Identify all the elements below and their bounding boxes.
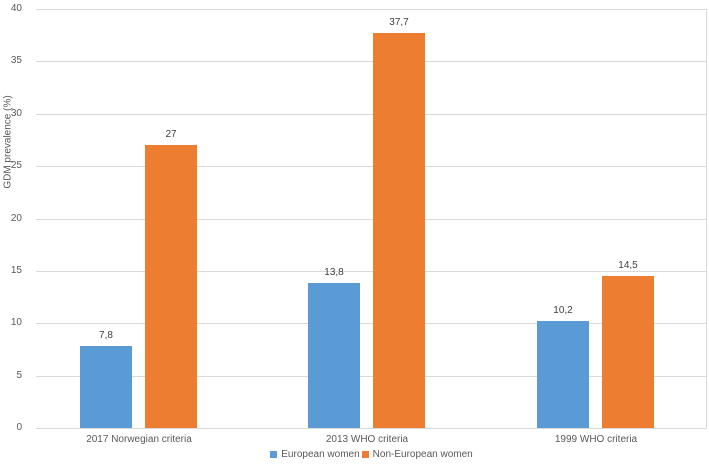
bar-value-label: 10,2 (553, 305, 573, 316)
y-tick-label: 10 (10, 317, 22, 328)
y-tick-label: 15 (10, 265, 22, 276)
category-label: 2017 Norwegian criteria (86, 434, 192, 445)
gridline (36, 376, 706, 377)
bar-series2 (602, 276, 654, 428)
y-tick-label: 25 (10, 160, 22, 171)
legend: European women Non-European women (36, 449, 707, 460)
bar-series2 (373, 33, 425, 428)
gridline (36, 61, 706, 62)
gridline (36, 323, 706, 324)
legend-item: Non-European women (361, 449, 473, 460)
bar-value-label: 37,7 (389, 17, 409, 28)
bar-value-label: 7,8 (99, 330, 113, 341)
legend-item: European women (270, 449, 360, 460)
y-tick-label: 40 (10, 3, 22, 14)
bar-series2 (145, 145, 197, 428)
category-label: 1999 WHO criteria (554, 434, 638, 445)
bar-value-label: 14,5 (618, 260, 638, 271)
bar-series1 (308, 283, 360, 428)
legend-label: European women (281, 449, 360, 460)
gridline (36, 428, 706, 429)
bar-value-label: 27 (165, 129, 177, 140)
y-tick-label: 5 (16, 370, 22, 381)
y-tick-label: 20 (10, 213, 22, 224)
y-tick-label: 35 (10, 55, 22, 66)
category-label: 2013 WHO criteria (325, 434, 409, 445)
legend-label: Non-European women (372, 449, 473, 460)
bar-value-label: 13,8 (324, 267, 344, 278)
bar-series1 (80, 346, 132, 428)
y-tick-label: 30 (10, 108, 22, 119)
y-tick-label: 0 (16, 422, 22, 433)
plot-right-border (706, 9, 707, 428)
legend-swatch-icon (270, 451, 278, 458)
gridline (36, 271, 706, 272)
legend-swatch-icon (361, 451, 369, 458)
bar-series1 (537, 321, 589, 428)
gridline (36, 166, 706, 167)
gridline (36, 114, 706, 115)
gridline (36, 219, 706, 220)
gridline (36, 9, 706, 10)
